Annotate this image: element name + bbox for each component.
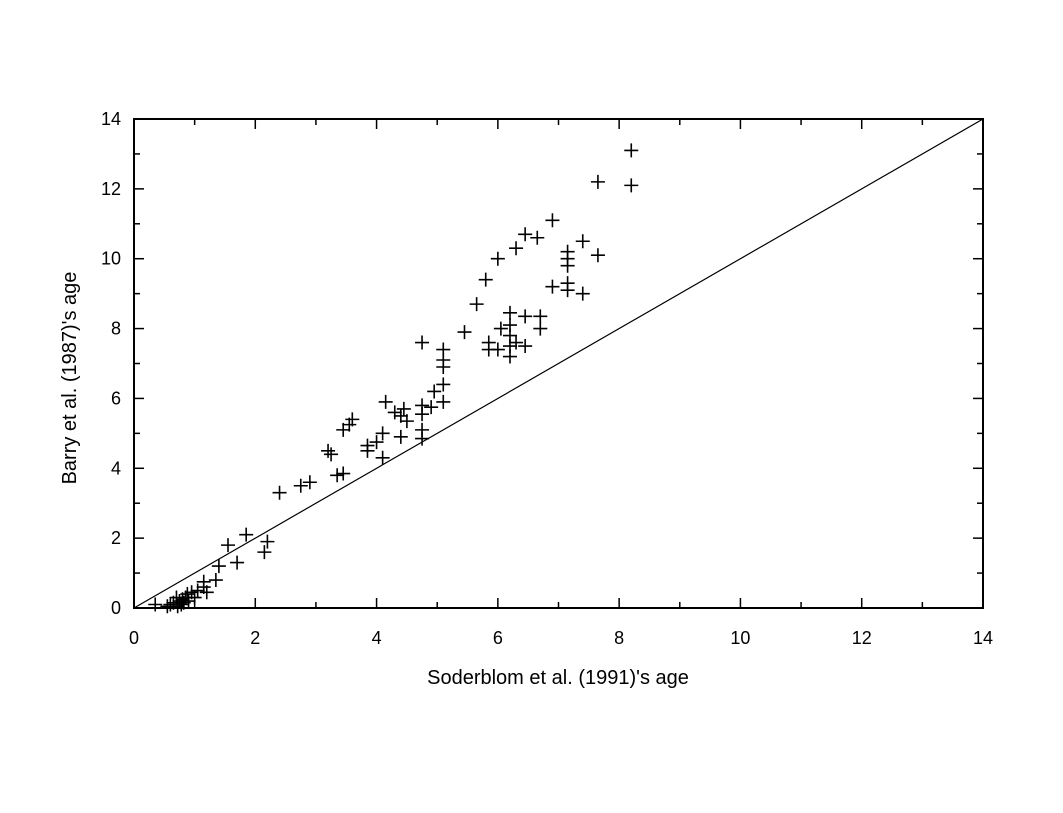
data-point [272, 485, 287, 500]
data-point [330, 468, 345, 483]
data-point [199, 585, 214, 600]
data-point [399, 414, 414, 429]
data-point [415, 422, 430, 437]
data-point [490, 342, 505, 357]
data-point [436, 342, 451, 357]
data-point [478, 272, 493, 287]
data-point [493, 321, 508, 336]
data-point [575, 286, 590, 301]
x-tick-label: 8 [614, 628, 624, 648]
data-point [509, 335, 524, 350]
data-point [375, 426, 390, 441]
data-point [415, 398, 430, 413]
data-point [211, 559, 226, 574]
data-point [393, 429, 408, 444]
data-point [502, 305, 517, 320]
x-tick-label: 12 [852, 628, 872, 648]
data-point [545, 213, 560, 228]
data-point [324, 447, 339, 462]
data-point [378, 394, 393, 409]
y-tick-label: 4 [111, 458, 121, 478]
data-point [230, 555, 245, 570]
data-point [375, 450, 390, 465]
data-point [436, 377, 451, 392]
data-point [387, 405, 402, 420]
data-point [533, 321, 548, 336]
data-point [457, 325, 472, 340]
y-axis-label: Barry et al. (1987)'s age [59, 272, 81, 485]
reference-line [133, 118, 984, 609]
y-tick-label: 12 [101, 179, 121, 199]
data-point [190, 583, 205, 598]
data-point [590, 248, 605, 263]
data-point [424, 400, 439, 415]
data-point [345, 412, 360, 427]
data-point [148, 597, 163, 612]
data-point [239, 527, 254, 542]
data-point [415, 335, 430, 350]
data-point [518, 227, 533, 242]
data-point [481, 335, 496, 350]
data-point [530, 230, 545, 245]
data-point [293, 478, 308, 493]
data-point [590, 174, 605, 189]
data-point [396, 401, 411, 416]
data-point [196, 574, 211, 589]
x-tick-label: 14 [973, 628, 993, 648]
data-point [360, 438, 375, 453]
data-point [624, 178, 639, 193]
y-tick-label: 8 [111, 319, 121, 339]
data-point [260, 534, 275, 549]
y-tick-label: 2 [111, 528, 121, 548]
data-point [509, 241, 524, 256]
data-point [369, 435, 384, 450]
data-point [624, 143, 639, 158]
plot-frame [133, 118, 984, 609]
data-point [469, 297, 484, 312]
data-point [208, 573, 223, 588]
data-point [490, 251, 505, 266]
data-point [560, 244, 575, 259]
data-point [560, 276, 575, 291]
data-point [321, 443, 336, 458]
data-point [220, 538, 235, 553]
y-tick-label: 14 [101, 109, 121, 129]
data-point [518, 309, 533, 324]
x-tick-label: 2 [250, 628, 260, 648]
y-tick-label: 6 [111, 388, 121, 408]
data-point [257, 545, 272, 560]
data-point [502, 318, 517, 333]
tick-labels: 0 2 4 6 8 10 12 14 0 2 4 6 8 10 12 14 [101, 109, 993, 648]
data-points [148, 143, 639, 614]
x-tick-label: 0 [129, 628, 139, 648]
x-axis-label: Soderblom et al. (1991)'s age [427, 667, 689, 689]
y-tick-label: 10 [101, 249, 121, 269]
data-point [181, 594, 196, 609]
data-point [336, 466, 351, 481]
y-tick-label: 0 [111, 598, 121, 618]
data-point [302, 475, 317, 490]
data-point [575, 234, 590, 249]
x-tick-label: 4 [372, 628, 382, 648]
x-tick-label: 6 [493, 628, 503, 648]
data-point [518, 339, 533, 354]
reference-line-layer [133, 118, 984, 609]
data-point [545, 279, 560, 294]
data-point [436, 394, 451, 409]
x-tick-label: 10 [730, 628, 750, 648]
data-point [533, 309, 548, 324]
data-point [427, 384, 442, 399]
